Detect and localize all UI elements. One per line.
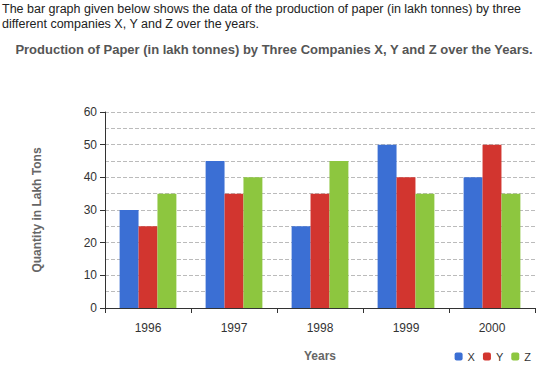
html-text:The bar graph given below show: The bar graph given below shows the data… [2,2,522,31]
svg-text:Y: Y [496,351,504,363]
svg-text:30: 30 [84,203,98,217]
svg-text:10: 10 [84,268,98,282]
svg-text:Z: Z [524,351,531,363]
svg-text:20: 20 [84,236,98,250]
svg-text:Production of Paper (in lakh t: Production of Paper (in lakh tonnes) by … [15,42,532,57]
svg-text:50: 50 [84,138,98,152]
svg-text:60: 60 [84,105,98,119]
svg-text:X: X [468,351,476,363]
svg-text:Quantity in Lakh Tons: Quantity in Lakh Tons [30,147,44,272]
svg-text:2000: 2000 [479,321,506,335]
svg-text:1998: 1998 [307,321,334,335]
svg-text:1997: 1997 [221,321,248,335]
svg-text:0: 0 [90,301,97,315]
svg-text:Years: Years [304,349,336,363]
svg-text:1999: 1999 [393,321,420,335]
svg-text:40: 40 [84,170,98,184]
svg-text:1996: 1996 [135,321,162,335]
